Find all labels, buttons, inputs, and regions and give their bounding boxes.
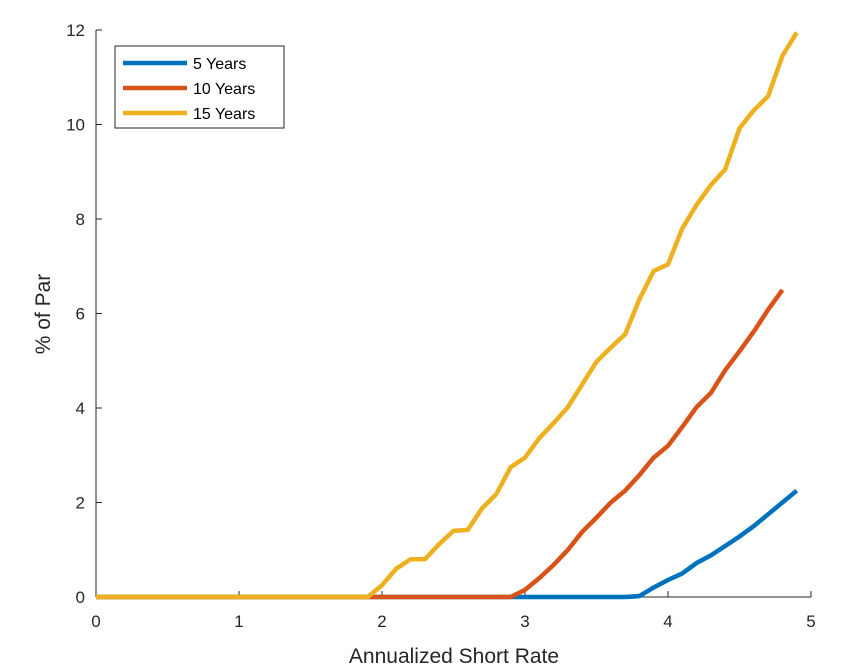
series-lines <box>96 31 799 600</box>
x-tick-label: 3 <box>520 612 529 631</box>
y-tick-label: 8 <box>76 210 85 229</box>
x-tick-label: 1 <box>234 612 243 631</box>
series-line-10-years <box>96 288 785 600</box>
y-tick-label: 0 <box>76 588 85 607</box>
y-tick-label: 4 <box>76 399 85 418</box>
y-tick-label: 2 <box>76 494 85 513</box>
y-axis-title: % of Par <box>32 274 55 355</box>
series-line-5-years <box>96 488 799 600</box>
x-tick-label: 2 <box>377 612 386 631</box>
legend-label-10-years: 10 Years <box>193 81 255 98</box>
x-tick-label: 5 <box>806 612 815 631</box>
x-axis-title: Annualized Short Rate <box>349 645 559 668</box>
series-line-15-years <box>96 31 799 600</box>
y-tick-label: 6 <box>76 305 85 324</box>
x-tick-label: 0 <box>91 612 100 631</box>
y-tick-label: 12 <box>66 21 85 40</box>
legend-label-5-years: 5 Years <box>193 56 246 73</box>
legend-label-15-years: 15 Years <box>193 106 255 123</box>
x-tick-label: 4 <box>663 612 672 631</box>
y-tick-label: 10 <box>66 116 85 135</box>
legend: 5 Years 10 Years 15 Years <box>114 45 285 129</box>
